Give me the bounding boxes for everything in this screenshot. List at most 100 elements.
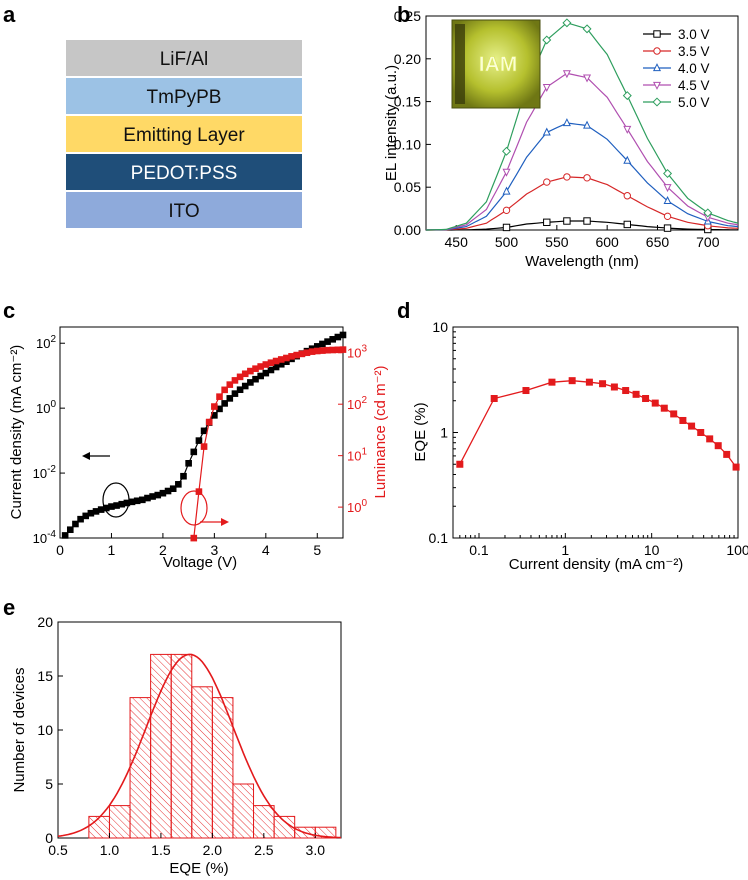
x-tick-label: 3.0 xyxy=(306,842,326,858)
eqe-point xyxy=(610,383,618,391)
luminance-point xyxy=(231,377,239,384)
x-tick-label: 1.5 xyxy=(151,842,171,858)
data-point xyxy=(583,174,591,182)
data-point xyxy=(663,168,673,179)
data-point xyxy=(623,192,631,200)
data-point xyxy=(543,218,551,226)
x-tick-label: 0.1 xyxy=(469,542,489,558)
luminance-point xyxy=(200,443,208,450)
y2-axis-title: Luminance (cd m⁻²) xyxy=(372,366,389,499)
eqe-point xyxy=(670,410,678,418)
y-tick-label: 0.1 xyxy=(429,530,449,546)
data-point xyxy=(623,125,632,134)
histogram-bar xyxy=(129,697,152,839)
legend-label: 5.0 V xyxy=(678,95,710,110)
y-tick-label: 0.25 xyxy=(394,8,421,24)
eqe-point xyxy=(548,378,556,386)
stack-layer-label: LiF/Al xyxy=(160,49,209,70)
device-stack: LiF/Al TmPyPB Emitting Layer PEDOT:PSS ITO xyxy=(66,40,302,228)
data-point xyxy=(562,18,572,28)
current-density-point xyxy=(195,437,203,444)
data-point xyxy=(583,74,592,83)
x-tick-label: 5 xyxy=(313,542,321,558)
current-density-point xyxy=(180,472,187,480)
y-tick-label: 0 xyxy=(45,830,53,846)
x-tick-label: 0 xyxy=(56,542,64,558)
series-line xyxy=(425,122,739,231)
y-tick-label: 0.05 xyxy=(394,179,421,195)
eqe-point xyxy=(660,404,668,412)
histogram-bar xyxy=(211,697,234,839)
legend-label: 4.0 V xyxy=(678,61,710,76)
luminance-point xyxy=(221,386,228,394)
legend-label: 4.5 V xyxy=(678,78,710,93)
y-axis-title: EQE (%) xyxy=(412,402,429,461)
current-density-point xyxy=(339,331,347,339)
y-tick-label: 10-2 xyxy=(33,464,57,481)
x-tick-label: 2.0 xyxy=(203,842,223,858)
data-point xyxy=(563,217,571,225)
panel-label-b: b xyxy=(397,2,410,27)
eqe-point xyxy=(697,429,705,436)
eqe-point xyxy=(632,390,640,398)
data-point xyxy=(502,186,511,195)
y-tick-label: 102 xyxy=(36,334,56,351)
current-density-point xyxy=(175,481,182,488)
luminance-point xyxy=(190,534,198,542)
data-point xyxy=(563,173,571,181)
plot-frame xyxy=(59,326,344,539)
x-tick-label: 1 xyxy=(108,542,116,558)
current-density-point xyxy=(61,532,69,539)
x-tick-label: 1.0 xyxy=(100,842,120,858)
stack-layer-label: ITO xyxy=(168,201,199,222)
current-density-point xyxy=(66,526,74,534)
luminance-line xyxy=(193,349,344,539)
y-tick-label: 20 xyxy=(37,614,53,630)
stack-layer-label: PEDOT:PSS xyxy=(131,163,238,184)
histogram-bar xyxy=(191,686,213,839)
left-axis-arrow-icon xyxy=(82,452,90,460)
data-point xyxy=(562,70,571,79)
legend-marker xyxy=(652,81,662,90)
y-tick-label: 0.20 xyxy=(394,51,421,67)
x-axis-title: Current density (mA cm⁻²) xyxy=(509,556,684,573)
panel-label-e: e xyxy=(3,595,15,620)
current-density-point xyxy=(226,395,234,402)
luminance-point xyxy=(211,403,218,410)
x-tick-label: 1 xyxy=(561,542,569,558)
eqe-point xyxy=(714,442,722,450)
eqe-point xyxy=(642,395,650,403)
current-density-point xyxy=(241,382,249,390)
data-point xyxy=(623,220,631,229)
histogram-bar xyxy=(108,805,131,839)
eqe-point xyxy=(456,460,464,468)
y2-tick-label: 100 xyxy=(347,498,367,515)
x-tick-label: 0.5 xyxy=(48,842,68,858)
x-tick-label: 2.5 xyxy=(254,842,274,858)
data-point xyxy=(562,118,571,127)
stack-layer-label: TmPyPB xyxy=(147,87,222,108)
panel-label-a: a xyxy=(3,2,16,27)
plot-frame xyxy=(425,15,739,231)
data-point xyxy=(542,127,551,136)
data-point xyxy=(582,24,592,34)
histogram-bar xyxy=(170,653,193,839)
y-axis-title: Current density (mA cm⁻²) xyxy=(8,345,25,520)
data-point xyxy=(663,195,672,204)
x-tick-label: 4 xyxy=(262,542,270,558)
stack-layer xyxy=(66,40,302,76)
y-tick-label: 0.15 xyxy=(394,94,421,110)
current-curve-circle xyxy=(102,482,130,518)
eqe-point xyxy=(706,435,714,443)
current-density-point xyxy=(169,485,177,493)
legend-marker xyxy=(653,47,661,55)
eqe-point xyxy=(490,395,498,403)
panel-label-c: c xyxy=(3,298,15,323)
y2-tick-label: 103 xyxy=(347,344,367,361)
right-axis-arrow-icon xyxy=(221,518,229,526)
x-tick-label: 650 xyxy=(646,234,670,250)
legend-marker xyxy=(653,30,661,38)
x-tick-label: 2 xyxy=(159,542,167,558)
data-point xyxy=(542,35,552,45)
series-line xyxy=(426,176,739,231)
